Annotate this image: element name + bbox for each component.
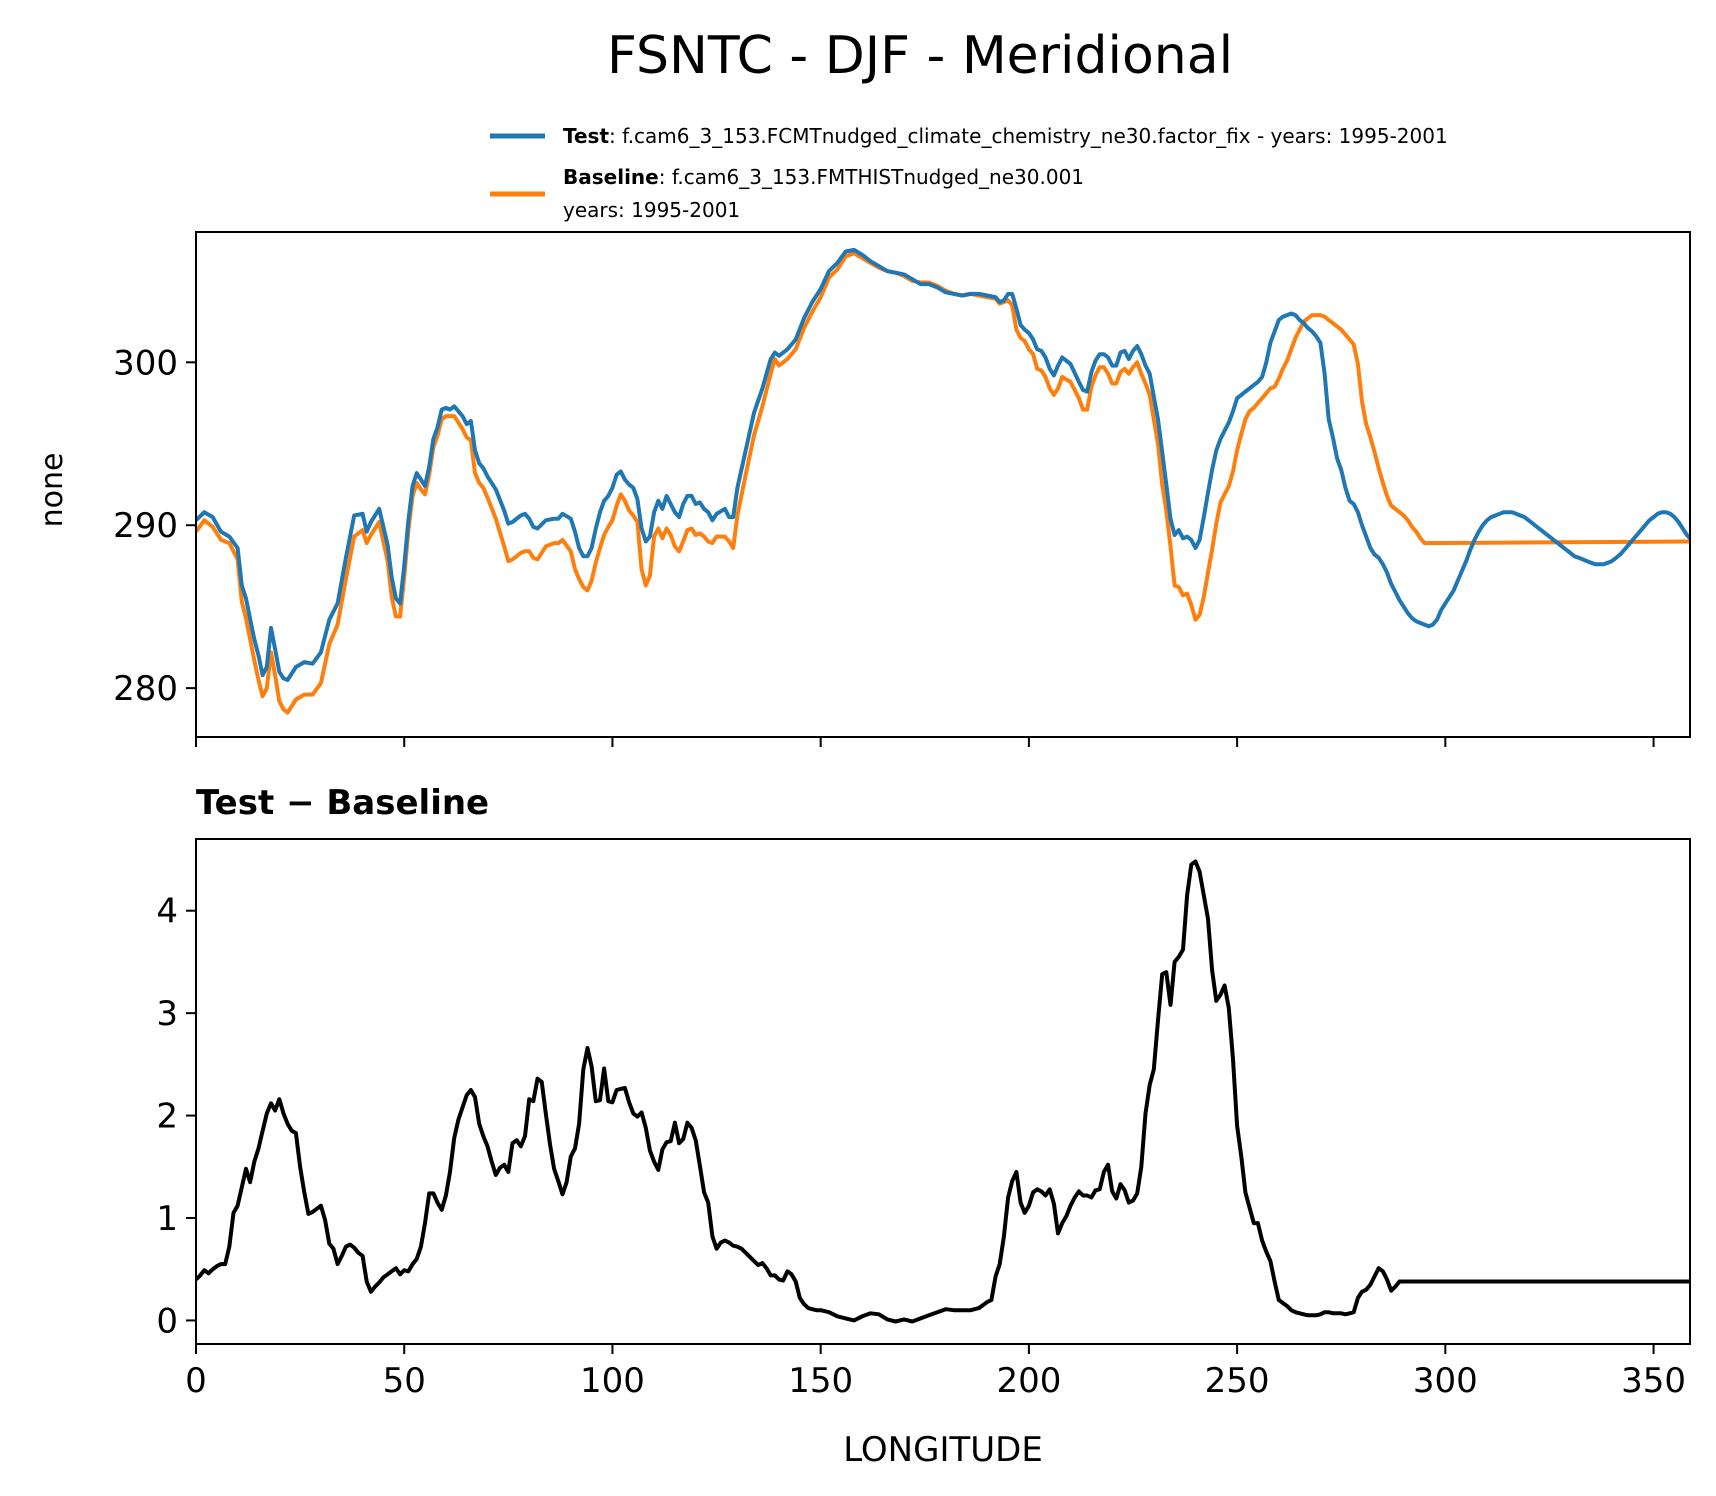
x-tick-label: 50 [383,1361,426,1401]
x-tick-label: 200 [996,1361,1061,1401]
x-tick-label: 0 [185,1361,207,1401]
legend-baseline-label: Baseline: f.cam6_3_153.FMTHISTnudged_ne3… [563,165,1084,189]
figure-title: FSNTC - DJF - Meridional [607,26,1233,86]
series-line-test-baseline [196,859,1690,1324]
difference-panel-title: Test − Baseline [196,783,489,823]
y-tick-label: 0 [156,1301,178,1341]
x-axis-label: LONGITUDE [843,1430,1043,1470]
x-tick-label: 350 [1621,1361,1686,1401]
y-tick-label: 290 [113,506,178,546]
bottom-panel: Test − Baseline 0 50 100 150 200 250 300 350 0 1… [156,783,1691,1470]
legend: Test: f.cam6_3_153.FCMTnudged_climate_ch… [490,124,1448,222]
series-line-test [196,247,1690,682]
top-axes-frame [195,231,1691,738]
legend-baseline-text: : f.cam6_3_153.FMTHISTnudged_ne30.001 [659,165,1084,189]
top-panel: 280 290 300 none [35,231,1691,747]
legend-baseline-years: years: 1995-2001 [563,198,740,222]
bottom-y-ticks: 0 1 2 3 4 [156,892,196,1341]
x-tick-label: 100 [580,1361,645,1401]
bottom-axes-frame [195,838,1691,1345]
y-tick-label: 280 [113,669,178,709]
y-tick-label: 1 [156,1199,178,1239]
legend-baseline-key: Baseline [563,165,659,189]
y-tick-label: 2 [156,1097,178,1137]
x-tick-label: 300 [1413,1361,1478,1401]
legend-test-text: : f.cam6_3_153.FCMTnudged_climate_chemis… [609,124,1448,148]
top-series-lines [196,247,1690,715]
top-y-axis-label: none [35,453,70,528]
top-x-ticks [195,737,1655,747]
bottom-x-ticks: 0 50 100 150 200 250 300 350 [185,1344,1686,1401]
series-line-baseline [196,251,1690,715]
y-tick-label: 300 [113,343,178,383]
legend-test-key: Test [563,124,609,148]
difference-series-line [196,859,1690,1324]
x-tick-label: 250 [1205,1361,1270,1401]
y-tick-label: 3 [156,994,178,1034]
legend-test-label: Test: f.cam6_3_153.FCMTnudged_climate_ch… [563,124,1448,148]
top-y-ticks: 280 290 300 [113,343,196,709]
y-tick-label: 4 [156,892,178,932]
x-tick-label: 150 [788,1361,853,1401]
